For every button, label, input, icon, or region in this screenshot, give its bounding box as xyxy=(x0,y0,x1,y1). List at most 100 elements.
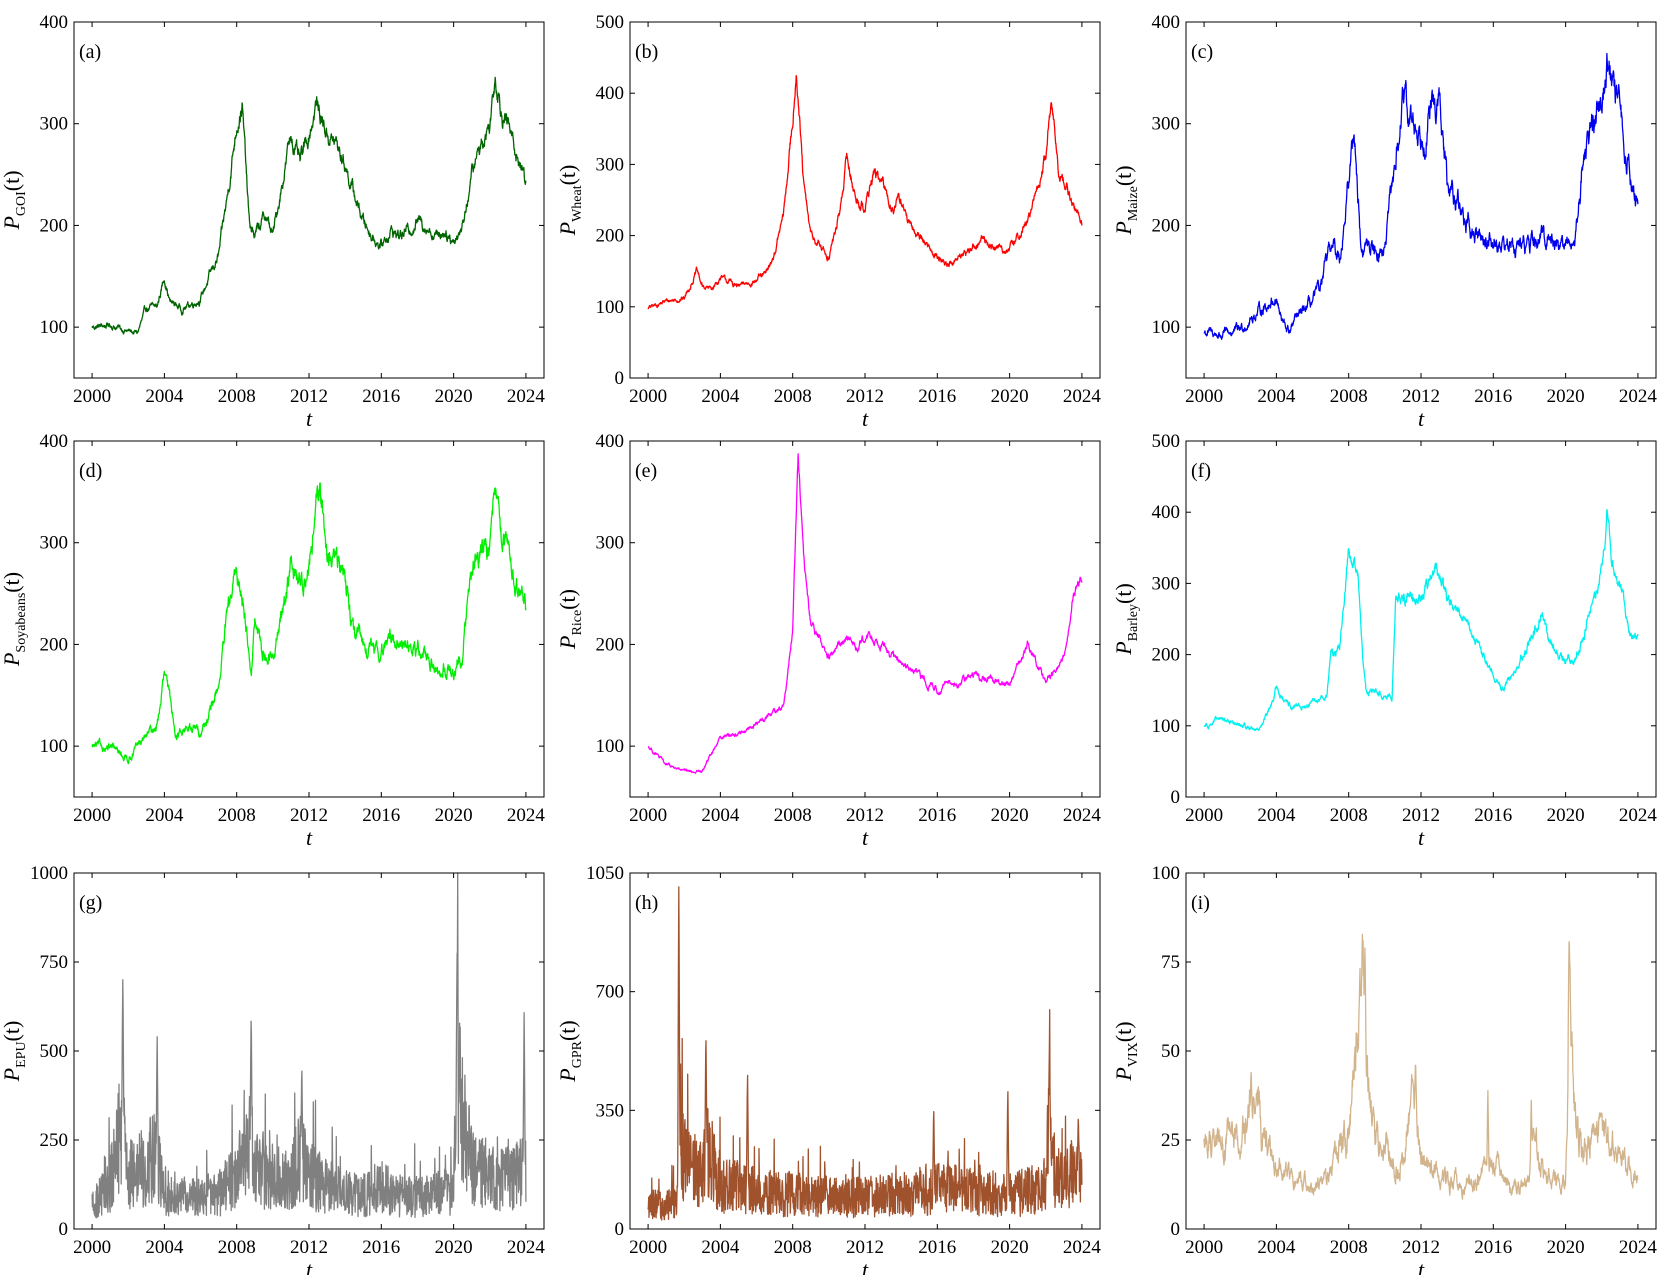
y-tick-label: 750 xyxy=(40,952,69,973)
x-tick-label: 2016 xyxy=(1474,1237,1512,1258)
y-label-sub: Wheat xyxy=(570,185,585,222)
x-tick-label: 2012 xyxy=(290,805,328,826)
x-tick-label: 2024 xyxy=(1063,1237,1102,1258)
x-tick-label: 2016 xyxy=(918,1237,956,1258)
x-tick-label: 2008 xyxy=(218,805,256,826)
y-tick-label: 0 xyxy=(615,368,625,389)
x-tick-label: 2020 xyxy=(1547,1237,1585,1258)
x-tick-label: 2004 xyxy=(145,1237,184,1258)
x-tick-label: 2004 xyxy=(701,386,740,407)
x-axis-label: t xyxy=(306,825,313,850)
y-tick-label: 500 xyxy=(596,12,625,33)
panel-d: 2000 2004 2008 2012 2016 2020 2024 100 200 300 400… xyxy=(0,431,545,850)
y-tick-label: 400 xyxy=(1152,12,1181,33)
x-tick-label: 2012 xyxy=(290,1237,328,1258)
x-tick-label: 2012 xyxy=(846,1237,884,1258)
x-tick-label: 2012 xyxy=(1402,805,1440,826)
x-tick-label: 2016 xyxy=(918,386,956,407)
x-tick-label: 2016 xyxy=(362,805,400,826)
y-label-sub: Rice xyxy=(570,610,585,636)
y-label-arg: (t) xyxy=(0,572,24,593)
y-axis-label: PVIX(t) xyxy=(1111,1021,1141,1081)
series-line xyxy=(647,74,1083,310)
x-tick-label: 2016 xyxy=(362,386,400,407)
y-axis-label: PGPR(t) xyxy=(555,1020,585,1082)
x-tick-label: 2000 xyxy=(73,805,111,826)
x-tick-label: 2000 xyxy=(1185,386,1223,407)
x-tick-label: 2016 xyxy=(918,805,956,826)
x-tick-label: 2004 xyxy=(145,805,184,826)
x-axis-label: t xyxy=(1418,406,1425,431)
panel-h: 2000 2004 2008 2012 2016 2020 2024 0 350 700 1050 (… xyxy=(555,863,1101,1275)
y-tick-label: 0 xyxy=(59,1219,69,1240)
x-axis-label: t xyxy=(1418,1257,1425,1275)
y-tick-label: 300 xyxy=(1152,573,1181,594)
y-tick-label: 200 xyxy=(40,634,69,655)
y-tick-label: 200 xyxy=(40,215,69,236)
axes-box xyxy=(73,21,545,379)
y-tick-label: 50 xyxy=(1161,1041,1180,1062)
y-tick-label: 400 xyxy=(40,431,69,452)
y-label-var: P xyxy=(1111,641,1136,655)
x-tick-label: 2004 xyxy=(145,386,184,407)
y-tick-label: 200 xyxy=(1152,645,1181,666)
y-label-arg: (t) xyxy=(555,589,580,610)
y-tick-label: 100 xyxy=(1152,317,1181,338)
y-axis-label: PSoyabeans(t) xyxy=(0,572,29,667)
y-label-sub: GOI xyxy=(14,191,29,216)
y-label-arg: (t) xyxy=(1111,165,1136,186)
x-axis-label: t xyxy=(306,1257,313,1275)
y-tick-label: 100 xyxy=(596,736,625,757)
x-tick-label: 2020 xyxy=(435,1237,473,1258)
x-tick-label: 2012 xyxy=(846,386,884,407)
y-axis-label: PRice(t) xyxy=(555,589,585,650)
x-tick-label: 2000 xyxy=(629,1237,667,1258)
x-tick-label: 2020 xyxy=(991,386,1029,407)
x-tick-label: 2008 xyxy=(774,1237,812,1258)
y-tick-label: 1000 xyxy=(30,863,68,884)
series-line xyxy=(91,872,527,1219)
y-tick-label: 350 xyxy=(596,1100,625,1121)
x-tick-label: 2020 xyxy=(435,805,473,826)
y-label-var: P xyxy=(1111,1067,1136,1081)
y-axis-label: PEPU(t) xyxy=(0,1021,29,1083)
y-label-sub: Barley xyxy=(1126,604,1141,641)
y-tick-label: 500 xyxy=(40,1041,69,1062)
y-tick-label: 300 xyxy=(596,533,625,554)
y-label-var: P xyxy=(0,1068,24,1082)
y-label-var: P xyxy=(0,216,24,230)
x-tick-label: 2020 xyxy=(435,386,473,407)
axes-box xyxy=(629,440,1101,798)
series-line xyxy=(91,76,527,335)
y-axis-label: PGOI(t) xyxy=(0,170,29,230)
y-tick-label: 0 xyxy=(615,1219,625,1240)
x-tick-label: 2024 xyxy=(1619,386,1658,407)
x-tick-label: 2004 xyxy=(1257,805,1296,826)
y-tick-label: 100 xyxy=(1152,863,1181,884)
x-tick-label: 2020 xyxy=(991,805,1029,826)
y-tick-label: 700 xyxy=(596,982,625,1003)
x-tick-label: 2004 xyxy=(1257,1237,1296,1258)
y-tick-label: 300 xyxy=(40,114,69,135)
x-axis-label: t xyxy=(862,1257,869,1275)
x-tick-label: 2024 xyxy=(1619,1237,1658,1258)
x-tick-label: 2008 xyxy=(218,1237,256,1258)
x-tick-label: 2000 xyxy=(73,1237,111,1258)
y-label-sub: VIX xyxy=(1126,1042,1141,1067)
x-tick-label: 2000 xyxy=(73,386,111,407)
x-tick-label: 2024 xyxy=(1063,805,1102,826)
panel-i: 2000 2004 2008 2012 2016 2020 2024 0 25 50 75 100 (i… xyxy=(1111,863,1657,1275)
axes-box xyxy=(73,440,545,798)
y-tick-label: 100 xyxy=(1152,716,1181,737)
y-axis-label: PBarley(t) xyxy=(1111,583,1141,656)
series-line xyxy=(1203,52,1639,340)
y-tick-label: 1050 xyxy=(586,863,624,884)
y-tick-label: 300 xyxy=(596,154,625,175)
y-tick-label: 100 xyxy=(40,317,69,338)
panel-label: (h) xyxy=(635,892,658,914)
y-label-sub: Soyabeans xyxy=(14,593,29,653)
x-tick-label: 2008 xyxy=(774,805,812,826)
x-axis-label: t xyxy=(1418,825,1425,850)
panel-label: (c) xyxy=(1191,41,1213,63)
panel-label: (e) xyxy=(635,460,657,482)
